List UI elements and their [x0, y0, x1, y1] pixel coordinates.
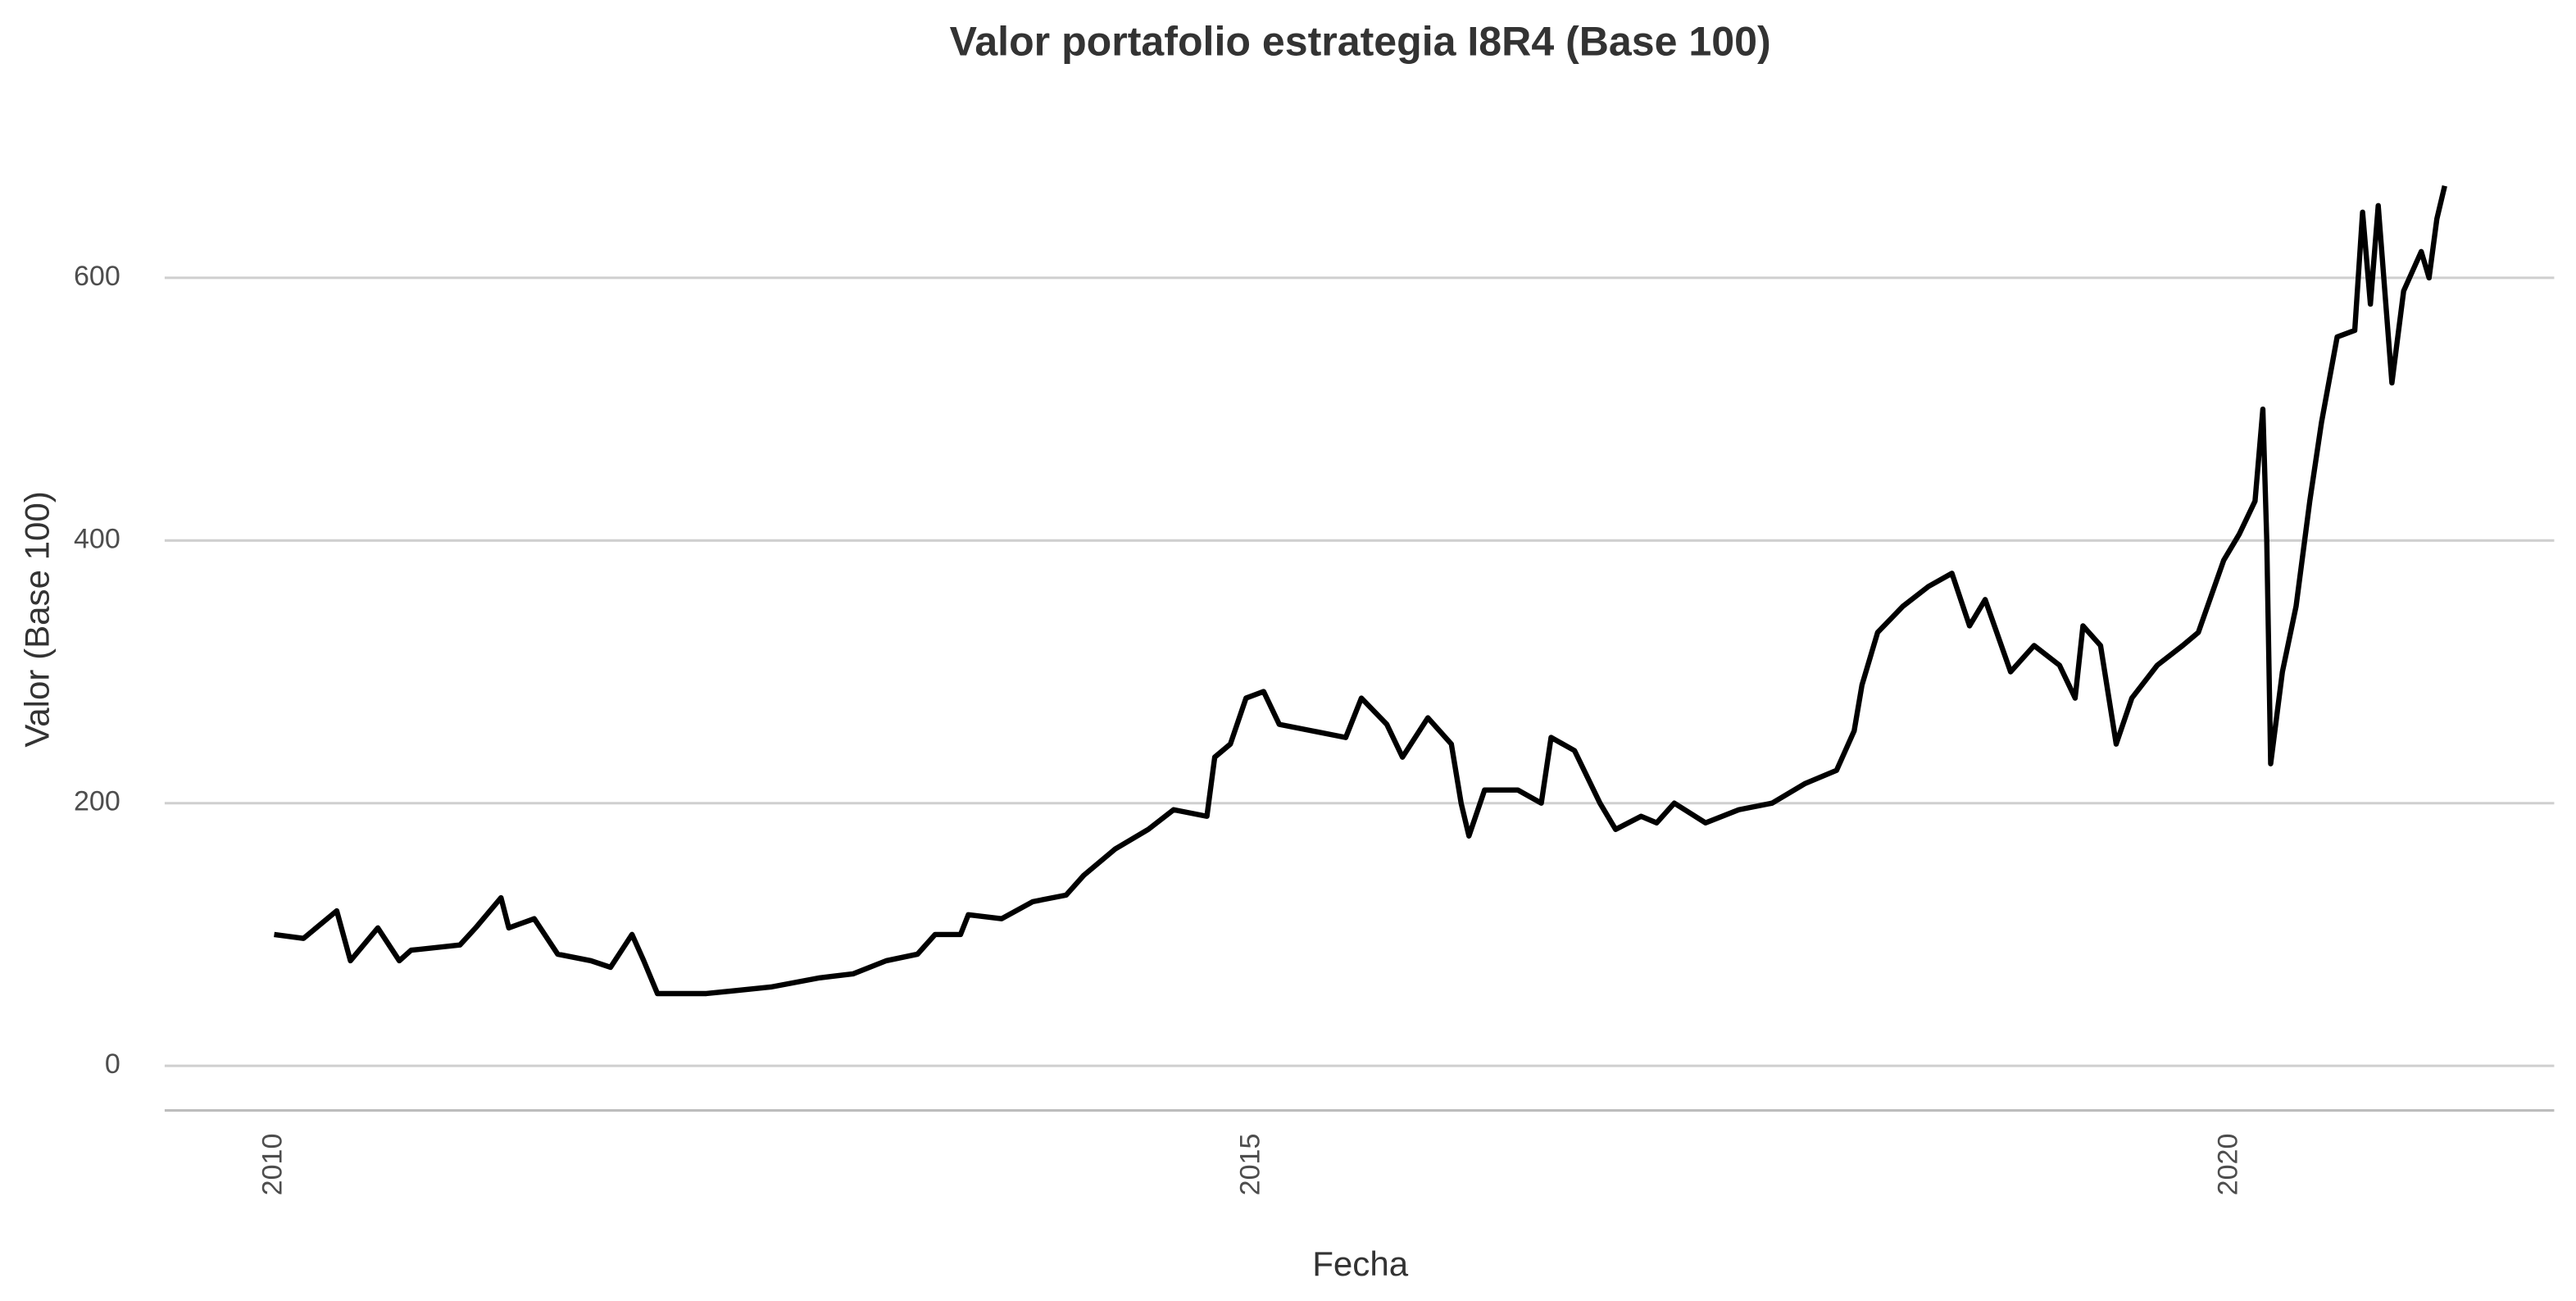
x-axis-title: Fecha — [1312, 1244, 1409, 1283]
chart-title: Valor portafolio estrategia I8R4 (Base 1… — [950, 18, 1771, 64]
y-tick-label: 200 — [74, 786, 120, 817]
y-axis-title: Valor (Base 100) — [18, 491, 57, 748]
x-tick-label: 2020 — [2212, 1134, 2243, 1196]
data-line — [274, 185, 2447, 997]
x-tick-label: 2015 — [1234, 1134, 1265, 1196]
y-tick-label: 400 — [74, 523, 120, 554]
y-tick-label: 0 — [105, 1049, 120, 1080]
y-tick-label: 600 — [74, 261, 120, 292]
x-tick-label: 2010 — [257, 1134, 288, 1196]
